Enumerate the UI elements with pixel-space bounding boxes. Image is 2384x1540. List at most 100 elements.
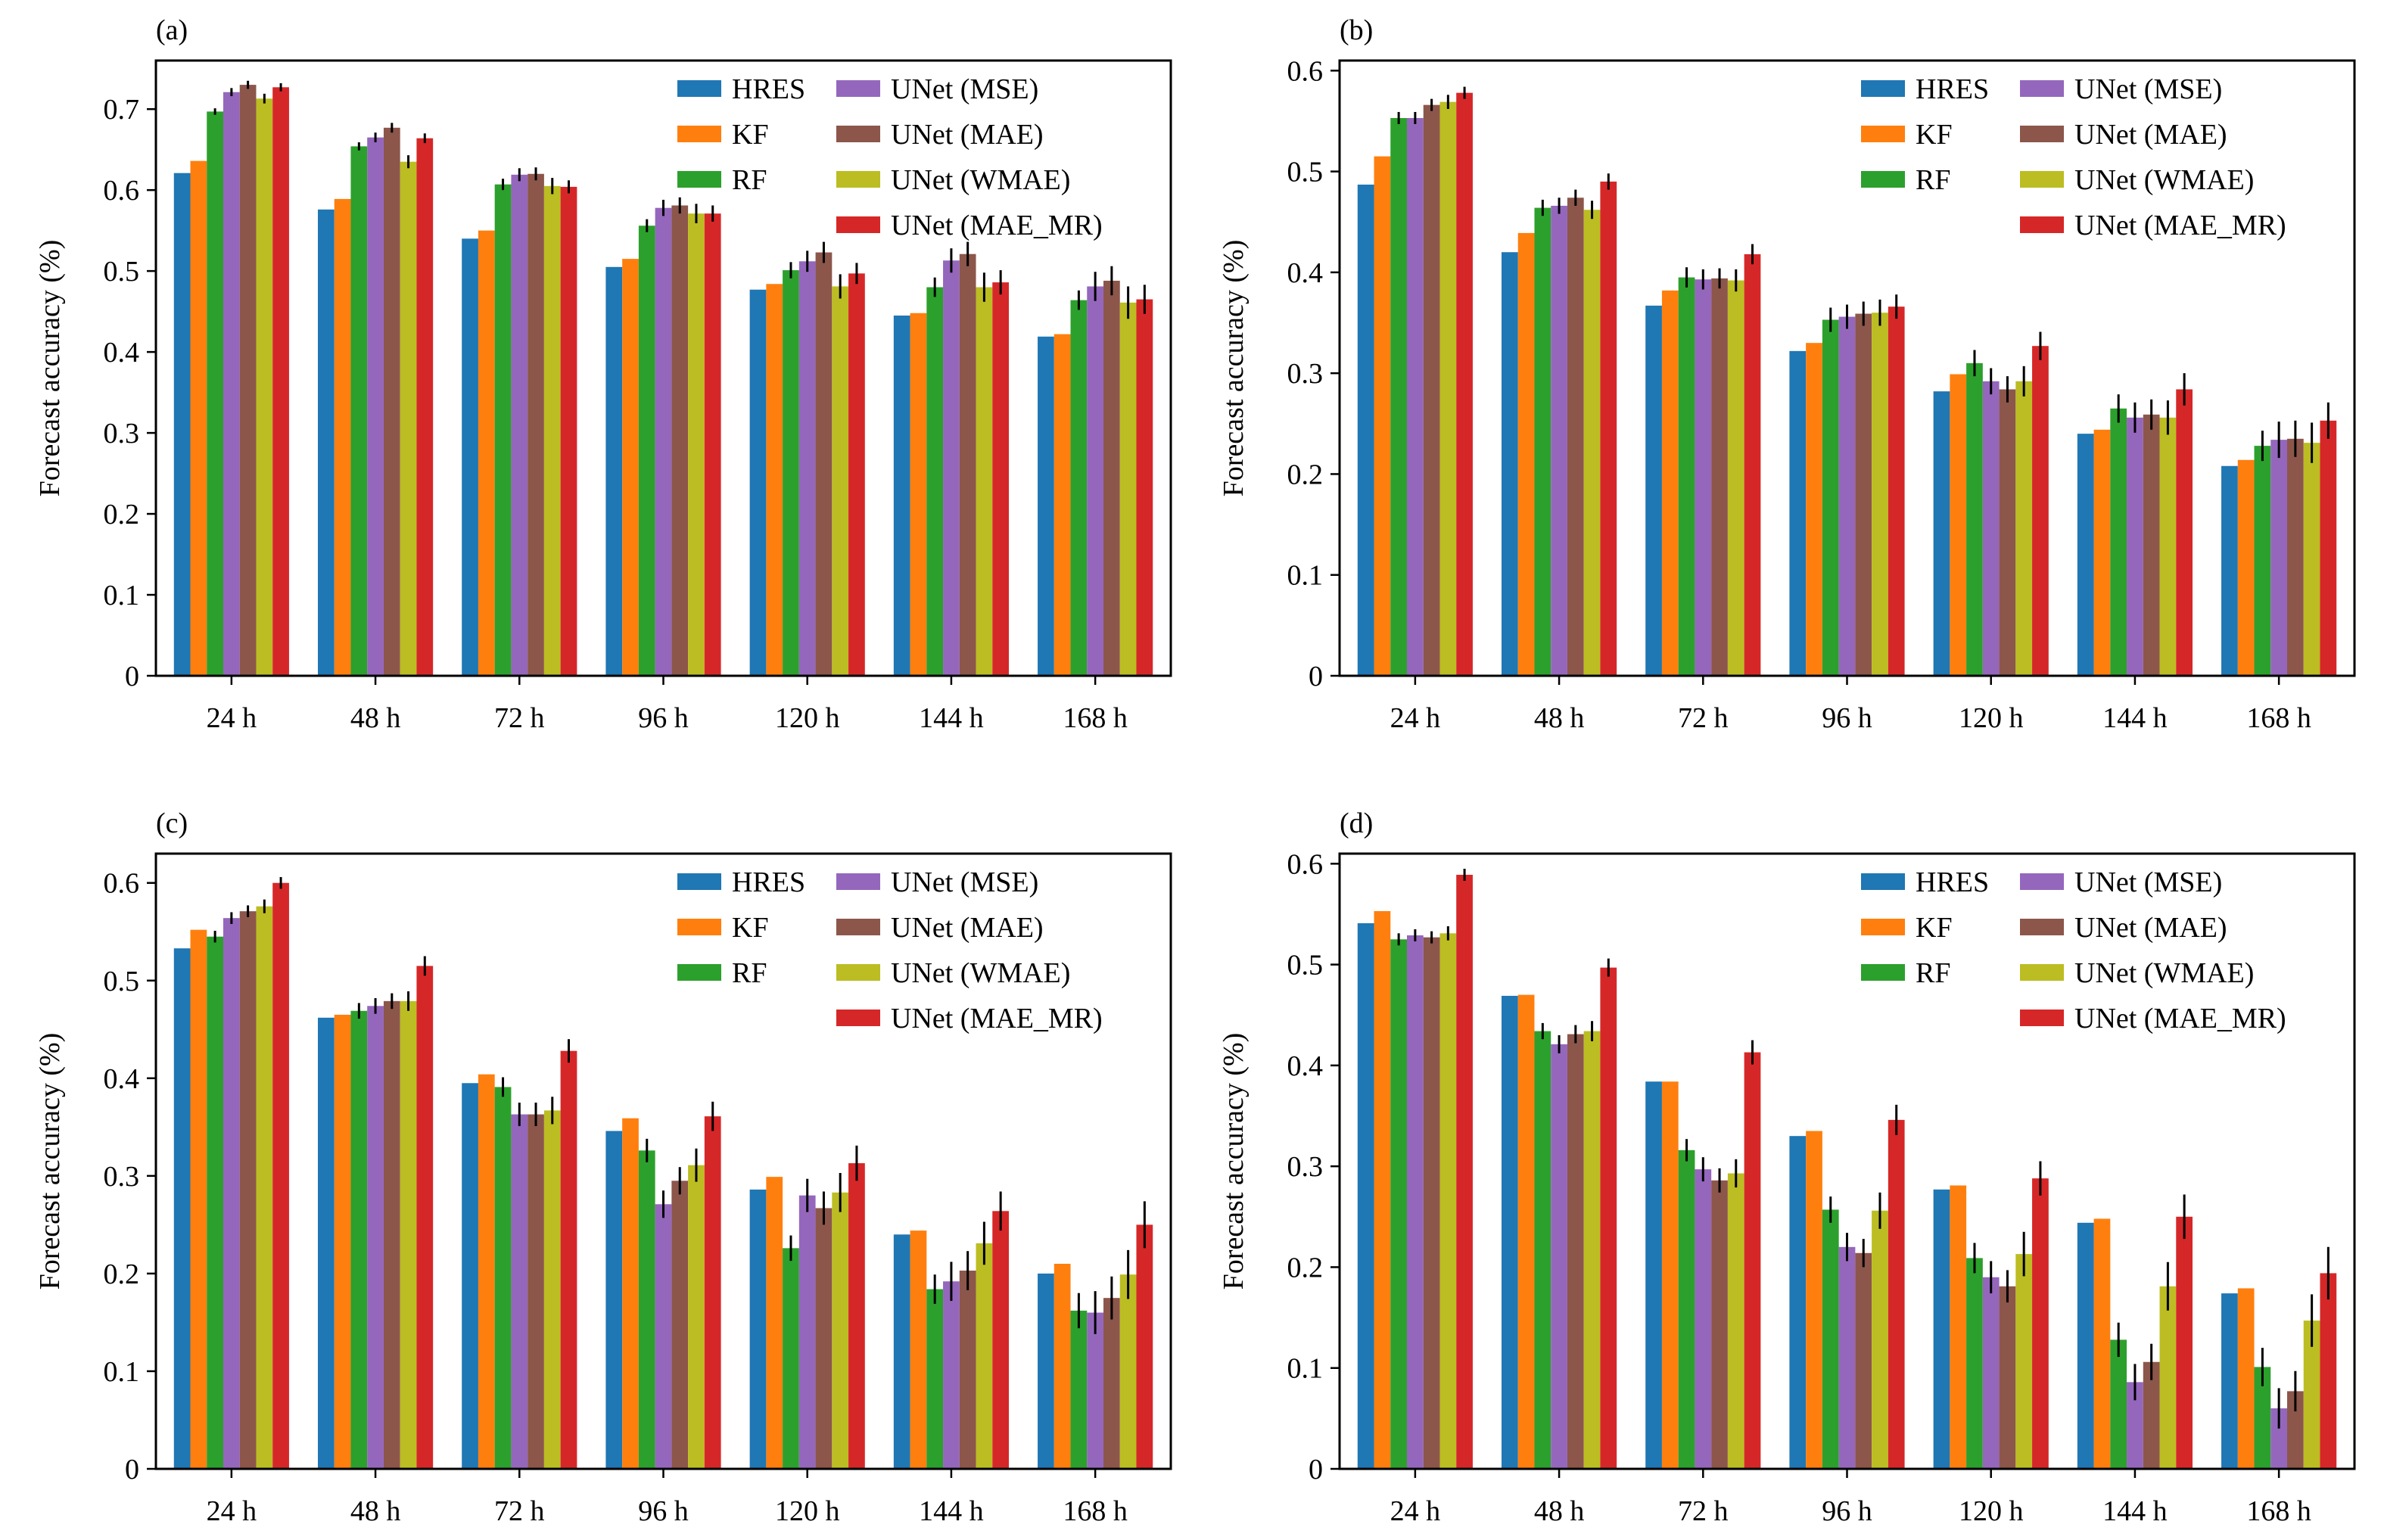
x-tick-label: 72 h bbox=[1678, 702, 1729, 734]
bar-unet-mse-72-h bbox=[511, 1114, 528, 1469]
bar-unet-mse-144-h bbox=[943, 1281, 960, 1469]
legend-swatch-hres bbox=[1861, 873, 1905, 890]
bar-unet-mse-144-h bbox=[2127, 1382, 2143, 1469]
legend-label-hres: HRES bbox=[732, 73, 805, 105]
x-tick-label: 168 h bbox=[1063, 702, 1128, 734]
bar-rf-120-h bbox=[1966, 1258, 1983, 1469]
legend-swatch-hres bbox=[677, 873, 721, 890]
bar-unet-mae-144-h bbox=[959, 1271, 976, 1469]
bar-hres-48-h bbox=[317, 1017, 335, 1469]
x-tick-label: 48 h bbox=[1534, 702, 1585, 734]
bar-unet-mae-mr-72-h bbox=[560, 1050, 577, 1469]
legend-swatch-hres bbox=[677, 80, 721, 97]
bar-unet-wmae-120-h bbox=[832, 1192, 849, 1469]
legend-swatch-rf bbox=[677, 171, 721, 188]
bar-rf-96-h bbox=[638, 1150, 655, 1469]
bar-unet-mse-120-h bbox=[1982, 381, 2000, 676]
x-tick-label: 96 h bbox=[1822, 1495, 1872, 1527]
y-tick-label: 0.5 bbox=[104, 256, 140, 288]
bar-hres-168-h bbox=[2221, 465, 2238, 676]
bar-hres-168-h bbox=[2221, 1293, 2238, 1469]
chart-panel-c: (c) 0 0.1 0.2 0.3 0.4 0.5 0.6 24 h 48 h 72 h 96 h 12… bbox=[34, 807, 1172, 1527]
bar-unet-mse-48-h bbox=[1551, 1044, 1567, 1469]
bar-unet-wmae-96-h bbox=[1872, 1210, 1888, 1469]
y-tick-label: 0.2 bbox=[104, 1258, 140, 1290]
bar-hres-96-h bbox=[605, 1131, 623, 1469]
y-tick-label: 0 bbox=[1309, 1454, 1323, 1486]
y-tick-label: 0.4 bbox=[104, 337, 140, 369]
bar-unet-mae-mr-168-h bbox=[2320, 420, 2337, 676]
bar-unet-mae-mr-24-h bbox=[1456, 92, 1473, 676]
y-tick-label: 0.1 bbox=[104, 580, 140, 611]
bar-unet-mae-144-h bbox=[959, 254, 976, 676]
legend-swatch-unet-mse bbox=[2020, 873, 2064, 890]
legend-swatch-unet-mae-mr bbox=[2020, 216, 2064, 233]
legend-label-unet-mae-mr: UNet (MAE_MR) bbox=[891, 210, 1103, 241]
bar-unet-wmae-96-h bbox=[688, 1165, 705, 1469]
x-tick-label: 72 h bbox=[1678, 1495, 1729, 1527]
bar-kf-120-h bbox=[766, 1177, 783, 1469]
bar-unet-wmae-144-h bbox=[2159, 417, 2177, 676]
bar-unet-mae-96-h bbox=[1855, 313, 1872, 676]
bar-kf-72-h bbox=[478, 230, 495, 676]
x-tick-label: 168 h bbox=[2246, 1495, 2311, 1527]
legend-swatch-unet-mse bbox=[2020, 80, 2064, 97]
y-tick-label: 0.3 bbox=[1287, 358, 1324, 390]
bar-kf-24-h bbox=[1374, 156, 1391, 677]
bar-unet-mae-mr-168-h bbox=[2320, 1273, 2337, 1469]
bar-unet-mse-144-h bbox=[2127, 417, 2143, 676]
legend-swatch-unet-mae bbox=[2020, 919, 2064, 935]
bar-unet-mae-mr-144-h bbox=[992, 1211, 1010, 1469]
x-tick-label: 24 h bbox=[207, 1495, 257, 1527]
bar-unet-wmae-48-h bbox=[400, 1000, 417, 1469]
bar-unet-wmae-96-h bbox=[688, 213, 705, 676]
bar-rf-24-h bbox=[207, 936, 223, 1469]
chart-panel-d: (d) 0 0.1 0.2 0.3 0.4 0.5 0.6 24 h 48 h 72 h 96 h 12… bbox=[1218, 807, 2356, 1527]
legend-swatch-unet-mse bbox=[836, 80, 880, 97]
bar-rf-120-h bbox=[1966, 362, 1983, 676]
bar-hres-48-h bbox=[1501, 252, 1518, 677]
bar-unet-mae-mr-24-h bbox=[272, 882, 289, 1469]
y-tick-label: 0.5 bbox=[104, 966, 140, 997]
bar-hres-24-h bbox=[173, 948, 191, 1469]
x-tick-label: 24 h bbox=[1390, 1495, 1441, 1527]
y-tick-label: 0.1 bbox=[1287, 560, 1324, 592]
bar-unet-wmae-72-h bbox=[1727, 1173, 1744, 1469]
panel-label: (b) bbox=[1340, 14, 1373, 46]
bar-unet-wmae-168-h bbox=[2303, 1321, 2320, 1469]
bar-kf-96-h bbox=[622, 1118, 639, 1469]
bar-rf-48-h bbox=[350, 146, 368, 676]
bar-rf-24-h bbox=[207, 111, 223, 676]
bar-unet-mae-mr-144-h bbox=[2176, 1216, 2193, 1469]
y-axis-label: Forecast accuracy (%) bbox=[34, 240, 66, 497]
bar-hres-96-h bbox=[1789, 1136, 1807, 1469]
bar-unet-mae-24-h bbox=[1423, 937, 1440, 1469]
bar-rf-24-h bbox=[1390, 939, 1407, 1469]
y-tick-label: 0.3 bbox=[1287, 1151, 1324, 1183]
panel-label: (c) bbox=[156, 807, 188, 839]
x-tick-label: 48 h bbox=[350, 702, 401, 734]
legend-label-rf: RF bbox=[1916, 164, 1950, 196]
legend-swatch-rf bbox=[1861, 171, 1905, 188]
bar-kf-96-h bbox=[1806, 1131, 1822, 1469]
y-tick-label: 0.6 bbox=[104, 175, 140, 207]
y-axis-label: Forecast accuracy (%) bbox=[34, 1033, 66, 1290]
bar-unet-mae-mr-48-h bbox=[416, 966, 434, 1469]
bar-unet-mae-48-h bbox=[1567, 1034, 1584, 1469]
bar-unet-mse-24-h bbox=[223, 918, 240, 1469]
legend-label-unet-mae: UNet (MAE) bbox=[2074, 119, 2227, 151]
legend-swatch-unet-mae-mr bbox=[836, 216, 880, 233]
legend-swatch-unet-wmae bbox=[2020, 964, 2064, 981]
y-axis-label: Forecast accuracy (%) bbox=[1218, 1033, 1250, 1290]
y-tick-label: 0.4 bbox=[1287, 1050, 1324, 1082]
legend-label-unet-mse: UNet (MSE) bbox=[2074, 866, 2222, 898]
bar-unet-mae-mr-144-h bbox=[992, 282, 1010, 676]
bar-unet-wmae-168-h bbox=[1119, 1274, 1137, 1469]
panel-label: (a) bbox=[156, 14, 188, 46]
bar-unet-mae-24-h bbox=[239, 911, 257, 1469]
bar-kf-120-h bbox=[766, 284, 783, 676]
bar-rf-96-h bbox=[638, 226, 655, 677]
bar-rf-168-h bbox=[2254, 446, 2271, 676]
bar-unet-mse-96-h bbox=[1838, 316, 1856, 676]
